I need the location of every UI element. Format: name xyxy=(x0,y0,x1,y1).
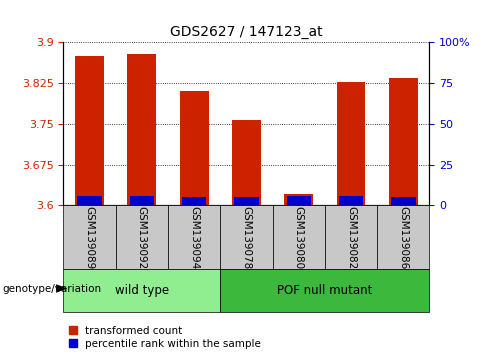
Text: wild type: wild type xyxy=(115,284,169,297)
Bar xyxy=(75,56,104,205)
Bar xyxy=(168,205,220,269)
Bar xyxy=(232,120,261,205)
Bar xyxy=(377,205,429,269)
Bar xyxy=(130,195,154,205)
Text: GSM139092: GSM139092 xyxy=(137,206,147,269)
Bar xyxy=(127,55,156,205)
Text: GSM139086: GSM139086 xyxy=(398,206,408,269)
Bar xyxy=(273,205,325,269)
Legend: transformed count, percentile rank within the sample: transformed count, percentile rank withi… xyxy=(69,326,261,349)
Bar xyxy=(325,205,377,269)
Bar xyxy=(337,81,366,205)
Text: GSM139078: GSM139078 xyxy=(242,206,251,269)
Bar xyxy=(220,205,273,269)
Text: POF null mutant: POF null mutant xyxy=(277,284,372,297)
Bar xyxy=(339,196,363,205)
Bar xyxy=(63,205,116,269)
Bar xyxy=(220,269,429,312)
Bar xyxy=(286,195,311,205)
Text: GSM139094: GSM139094 xyxy=(189,206,199,269)
Text: genotype/variation: genotype/variation xyxy=(2,284,102,293)
Text: GSM139080: GSM139080 xyxy=(294,206,304,269)
Bar xyxy=(234,197,259,205)
Bar xyxy=(182,197,206,205)
Bar xyxy=(391,197,415,205)
Text: GSM139089: GSM139089 xyxy=(84,206,95,269)
Bar xyxy=(116,205,168,269)
Polygon shape xyxy=(56,284,67,293)
Bar xyxy=(63,269,220,312)
Bar xyxy=(180,91,208,205)
Bar xyxy=(78,196,102,205)
Bar xyxy=(389,78,418,205)
Title: GDS2627 / 147123_at: GDS2627 / 147123_at xyxy=(170,25,323,39)
Bar xyxy=(285,194,313,205)
Text: GSM139082: GSM139082 xyxy=(346,206,356,269)
